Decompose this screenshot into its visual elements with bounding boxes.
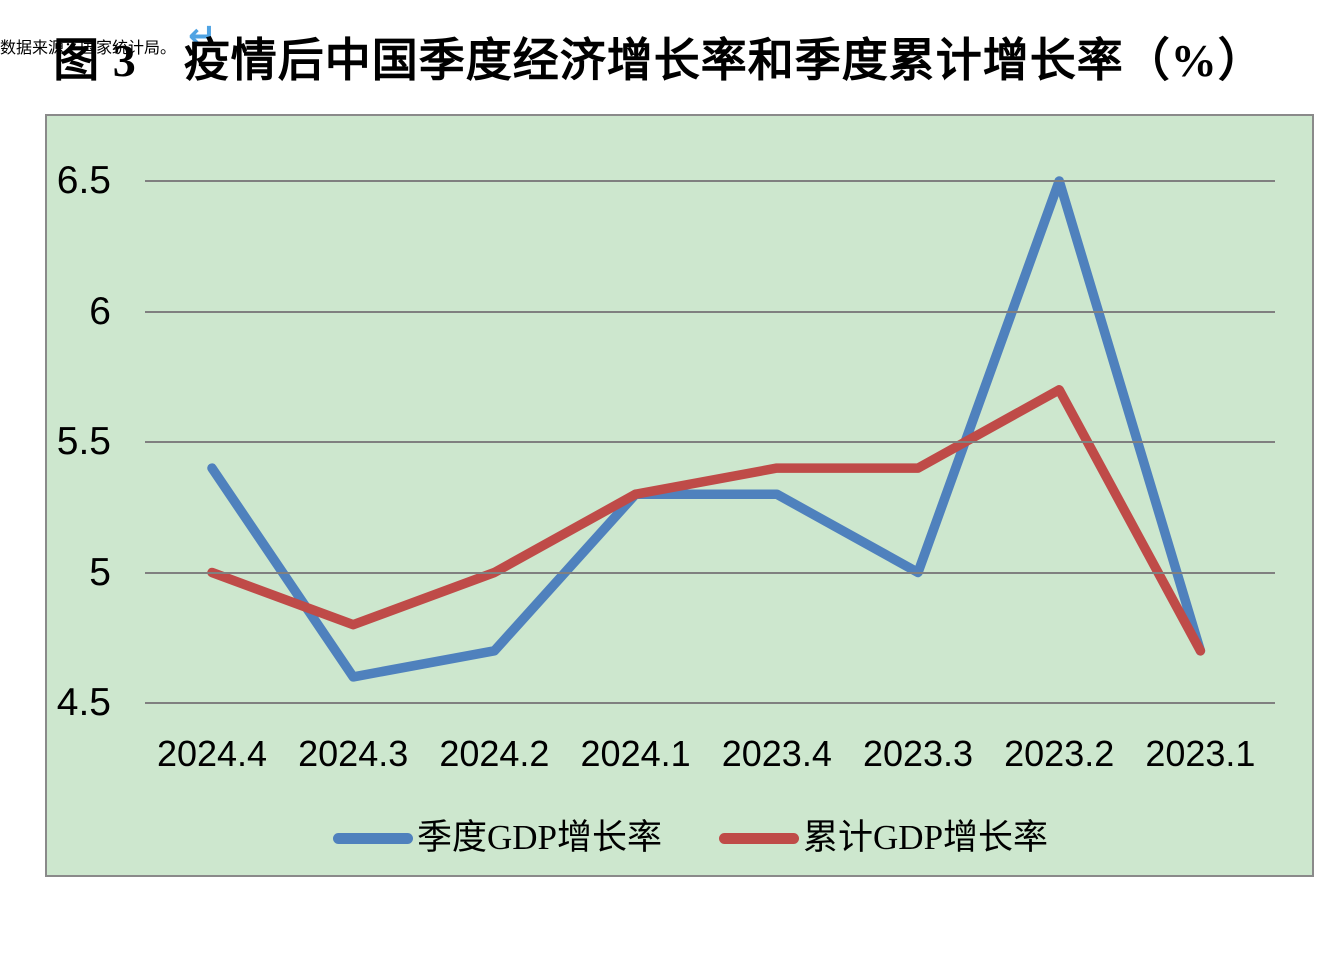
x-axis-tick-label: 2024.2 [439,733,550,774]
legend-swatch-quarterly-gdp [333,832,413,844]
plot-lines [207,176,1206,682]
gridline [145,310,1275,313]
legend-label: 季度GDP增长率 [417,818,663,857]
y-axis-tick-label: 6 [89,289,111,333]
legend-item: 累计GDP增长率 [719,818,1048,858]
legend-item: 季度GDP增长率 [333,818,662,858]
y-axis-tick-label: 5.5 [56,420,111,463]
gridline [145,180,1275,182]
chart-title: 图 3 疫情后中国季度经济增长率和季度累计增长率（%） [53,35,1265,86]
x-axis-tick-label: 2023.2 [1004,733,1115,774]
gridline [145,571,1275,574]
source-note: 数据来源：国家统计局。 ↵ [0,16,1318,58]
x-axis-tick-label: 2024.4 [156,733,268,774]
series-line-cumulative-gdp [207,385,1206,656]
y-axis-tick-label: 4.5 [56,681,111,724]
chart-area: 季度GDP增长率 累计GDP增长率 4.5 5 5.5 6 6.5 2024.4 2024.3… [45,114,1314,877]
y-axis-tick-label: 5 [89,550,111,594]
x-axis-tick-label: 2024.1 [580,733,691,774]
series-line-quarterly-gdp [207,176,1206,682]
x-axis-tick-label: 2023.3 [862,733,974,774]
legend-label: 累计GDP增长率 [803,818,1049,857]
chart-legend: 季度GDP增长率 累计GDP增长率 [333,818,1048,858]
x-axis-tick-label: 2024.3 [298,733,409,774]
return-mark-icon: ↵ [188,16,217,56]
gridline [145,441,1275,443]
y-axis-tick-label: 6.5 [56,159,111,202]
x-axis-tick-label: 2023.4 [721,733,832,774]
source-note-text: 数据来源：国家统计局。 [0,40,177,57]
legend-swatch-cumulative-gdp [719,832,800,844]
x-axis-tick-label: 2023.1 [1145,733,1256,774]
gridline [145,702,1275,704]
